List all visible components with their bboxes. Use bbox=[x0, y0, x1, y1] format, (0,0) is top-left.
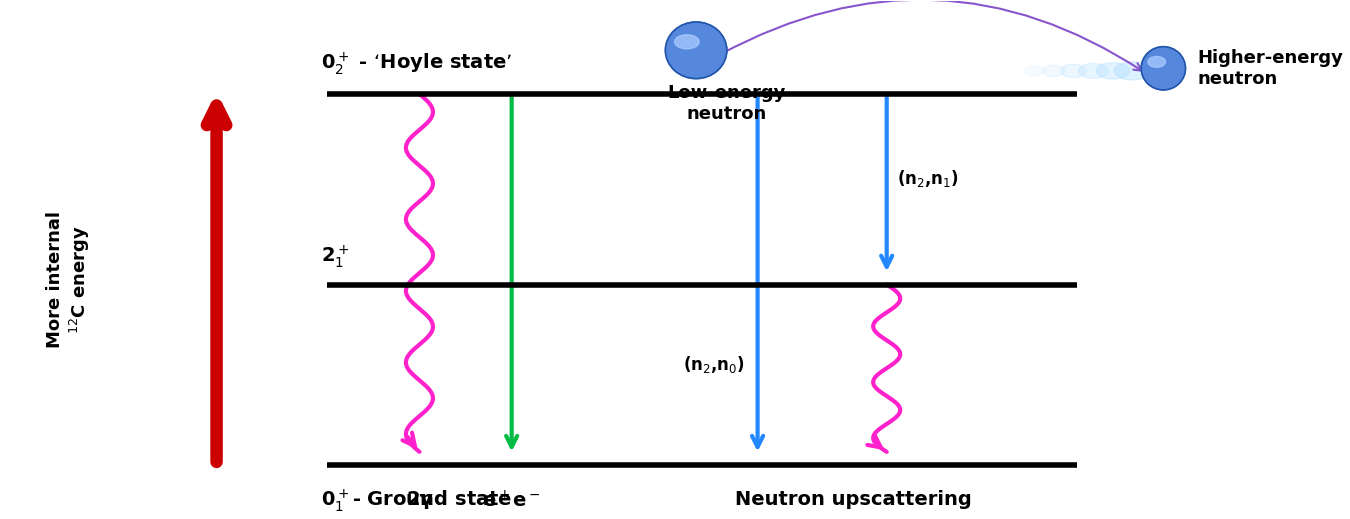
Text: 0$_1^+$- Ground state: 0$_1^+$- Ground state bbox=[321, 487, 513, 514]
Ellipse shape bbox=[1141, 47, 1185, 90]
Ellipse shape bbox=[1114, 62, 1152, 80]
Text: (n$_2$,n$_0$): (n$_2$,n$_0$) bbox=[683, 354, 745, 375]
Text: 2γ: 2γ bbox=[406, 490, 433, 510]
Ellipse shape bbox=[675, 35, 699, 49]
Text: More internal
$^{12}$C energy: More internal $^{12}$C energy bbox=[46, 211, 92, 348]
Ellipse shape bbox=[1079, 63, 1108, 78]
Ellipse shape bbox=[1061, 64, 1087, 77]
Text: Neutron upscattering: Neutron upscattering bbox=[734, 490, 971, 510]
Text: 0$_2^+$ - ‘Hoyle state’: 0$_2^+$ - ‘Hoyle state’ bbox=[321, 50, 512, 77]
Ellipse shape bbox=[1148, 57, 1165, 67]
Ellipse shape bbox=[1042, 65, 1065, 77]
Ellipse shape bbox=[1096, 63, 1130, 79]
Ellipse shape bbox=[666, 22, 726, 78]
Ellipse shape bbox=[1025, 66, 1044, 76]
Text: 2$_1^+$: 2$_1^+$ bbox=[321, 243, 350, 269]
FancyArrowPatch shape bbox=[721, 0, 1142, 71]
Text: Higher-energy
neutron: Higher-energy neutron bbox=[1197, 49, 1343, 88]
Text: e$^+$e$^-$: e$^+$e$^-$ bbox=[482, 490, 541, 512]
Text: (n$_2$,n$_1$): (n$_2$,n$_1$) bbox=[896, 169, 958, 189]
Text: Low-energy
neutron: Low-energy neutron bbox=[668, 84, 786, 122]
